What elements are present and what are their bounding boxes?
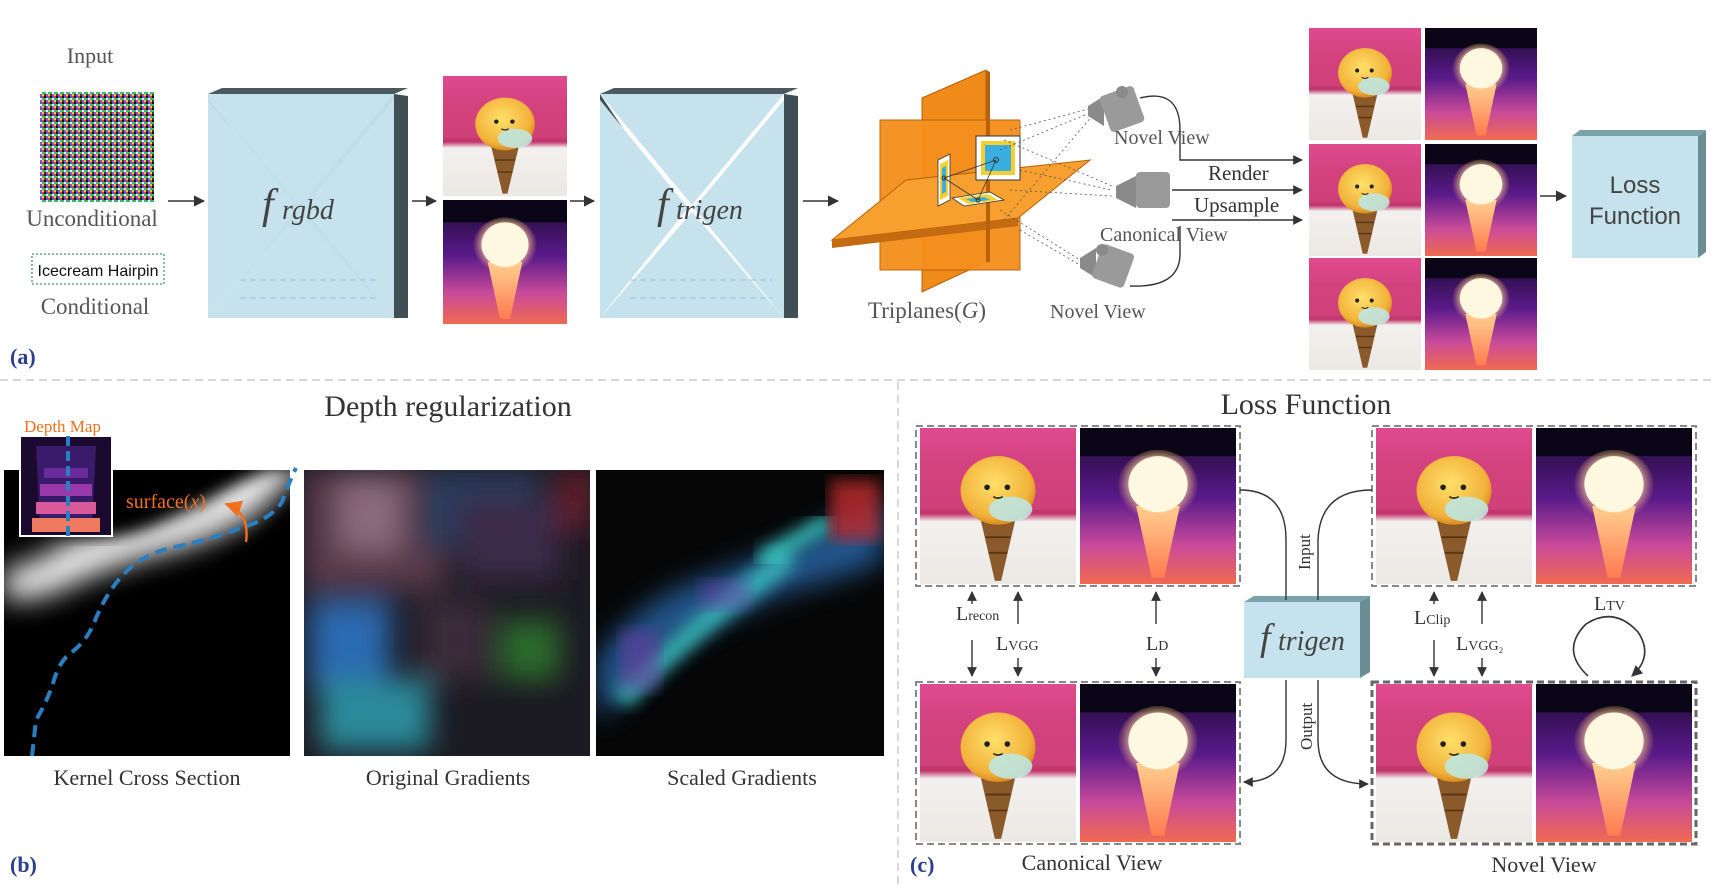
camera-icon bbox=[1116, 172, 1170, 208]
input-connector-left bbox=[1239, 489, 1287, 600]
novel-input-depth bbox=[1536, 428, 1692, 584]
panel-c-tag: (c) bbox=[910, 852, 934, 877]
loss-function-box: Loss Function bbox=[1572, 130, 1706, 258]
original-gradients-caption: Original Gradients bbox=[366, 765, 530, 790]
depth-map-label: Depth Map bbox=[24, 417, 101, 436]
canonical-view-caption: Canonical View bbox=[1022, 850, 1163, 875]
output-depth-canonical bbox=[1425, 144, 1537, 256]
output-rotated-label: Output bbox=[1297, 703, 1316, 751]
novel-view-caption: Novel View bbox=[1491, 852, 1596, 877]
depth-regularization-title: Depth regularization bbox=[324, 390, 571, 423]
surface-curve bbox=[30, 467, 298, 757]
original-gradients-image bbox=[304, 470, 590, 756]
canonical-output-depth bbox=[1080, 684, 1236, 842]
noise-input-image bbox=[40, 92, 154, 202]
canonical-output-rgb bbox=[920, 684, 1076, 842]
f-trigen-subscript: trigen bbox=[676, 195, 743, 226]
novel-view-top-label: Novel View bbox=[1114, 127, 1210, 149]
triplanes-graphic bbox=[830, 69, 1113, 293]
panel-a: Input Unconditional Icecream Hairpin Con… bbox=[10, 28, 1706, 370]
l-d-label: LD bbox=[1146, 633, 1168, 655]
f-trigen-center-box: f trigen bbox=[1244, 596, 1370, 678]
upsample-label: Upsample bbox=[1194, 193, 1279, 217]
unconditional-label: Unconditional bbox=[26, 206, 158, 231]
canonical-input-rgb bbox=[920, 428, 1076, 584]
loss-function-line2: Function bbox=[1589, 203, 1681, 230]
novel-view-bottom-label: Novel View bbox=[1050, 301, 1146, 323]
rgb-output-image bbox=[443, 76, 567, 196]
f-trigen-center-subscript: trigen bbox=[1278, 626, 1345, 657]
render-label: Render bbox=[1208, 161, 1269, 185]
input-connector-right bbox=[1317, 489, 1373, 600]
loss-function-line1: Loss bbox=[1610, 172, 1661, 199]
loss-function-title: Loss Function bbox=[1221, 388, 1392, 421]
output-connector-right bbox=[1317, 680, 1369, 789]
scaled-gradients-image bbox=[596, 470, 884, 756]
surface-arrow bbox=[224, 500, 248, 543]
l-vgg2-label: LVGG₂ bbox=[1456, 633, 1504, 655]
conditional-label: Conditional bbox=[41, 294, 150, 319]
surface-label: surface(x) bbox=[126, 491, 206, 513]
prompt-text: Icecream Hairpin bbox=[38, 263, 159, 280]
output-depth-novel-1 bbox=[1425, 28, 1537, 140]
output-rgb-canonical bbox=[1309, 144, 1421, 256]
camera-icon bbox=[1080, 244, 1135, 288]
panel-b-tag: (b) bbox=[10, 852, 37, 877]
scaled-gradients-caption: Scaled Gradients bbox=[667, 765, 817, 790]
output-depth-novel-2 bbox=[1425, 258, 1537, 370]
novel-output-depth bbox=[1536, 684, 1692, 842]
input-label: Input bbox=[67, 43, 113, 68]
panel-c: Loss Function f trigen Input bbox=[910, 388, 1698, 877]
triplanes-label: Triplanes(G) bbox=[868, 298, 986, 323]
arrow-novel-view-top bbox=[1139, 95, 1303, 165]
l-clip-label: LClip bbox=[1414, 607, 1450, 629]
output-rgb-novel-2 bbox=[1309, 258, 1421, 370]
novel-input-rgb bbox=[1376, 428, 1532, 584]
f-rgbd-subscript: rgbd bbox=[282, 195, 335, 226]
l-tv-loop-arrow bbox=[1572, 615, 1646, 677]
novel-output-rgb bbox=[1376, 684, 1532, 842]
canonical-view-label: Canonical View bbox=[1100, 224, 1228, 246]
canonical-input-depth bbox=[1080, 428, 1236, 584]
input-rotated-label: Input bbox=[1295, 534, 1314, 570]
kernel-cross-section-caption: Kernel Cross Section bbox=[54, 765, 241, 790]
novel-output-frame bbox=[1370, 680, 1698, 846]
l-vgg-label: LVGG bbox=[996, 633, 1039, 655]
prompt-box bbox=[31, 253, 165, 285]
l-tv-label: LTV bbox=[1594, 593, 1625, 615]
depth-output-image bbox=[443, 200, 567, 324]
output-connector-left bbox=[1243, 680, 1287, 787]
panel-b: Depth regularization Depth Map surface(x bbox=[4, 390, 884, 877]
l-recon-label: Lrecon bbox=[956, 603, 999, 625]
camera-icon bbox=[1088, 86, 1145, 132]
depth-map-inset bbox=[19, 435, 113, 537]
f-trigen-network: f trigen bbox=[600, 88, 798, 318]
canonical-output-frame bbox=[915, 681, 1241, 845]
panel-a-tag: (a) bbox=[10, 344, 36, 369]
f-rgbd-network: f rgbd bbox=[208, 88, 408, 318]
arrow-novel-view-bottom bbox=[1129, 226, 1181, 287]
output-rgb-novel-1 bbox=[1309, 28, 1421, 140]
